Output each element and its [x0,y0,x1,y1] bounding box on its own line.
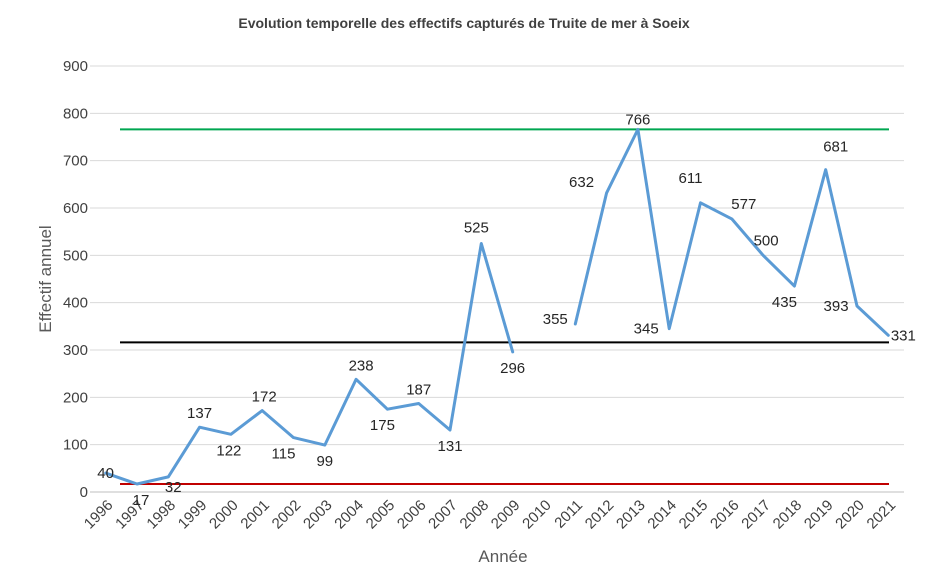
data-label: 525 [464,220,489,237]
data-label: 17 [133,492,150,509]
x-tick-label: 2000 [206,497,242,533]
y-tick-label: 700 [63,153,88,170]
data-label: 99 [316,453,333,470]
x-tick-label: 1999 [175,497,211,533]
chart-title: Evolution temporelle des effectifs captu… [238,15,689,31]
x-tick-label: 2006 [394,497,430,533]
x-tick-label: 2019 [801,497,837,533]
series [104,127,890,486]
data-label: 435 [772,294,797,311]
data-label: 355 [543,311,568,328]
x-tick-label: 2008 [457,497,493,533]
data-label: 175 [370,417,395,434]
data-label: 500 [754,232,779,249]
data-label: 115 [272,446,296,463]
y-tick-label: 0 [80,484,88,501]
x-tick-label: 2016 [707,497,743,533]
x-tick-label: 2012 [582,497,618,533]
data-label: 137 [187,405,212,422]
y-tick-label: 400 [63,295,88,312]
x-tick-label: 2004 [331,497,367,533]
x-tick-label: 2002 [269,497,305,533]
y-axis-ticks: 0 100 200 300 400 500 600 700 800 900 [63,58,88,501]
x-tick-label: 2007 [425,497,461,533]
y-tick-label: 500 [63,247,88,264]
reference-lines [120,128,889,485]
x-axis-title: Année [478,547,527,566]
y-tick-label: 900 [63,58,88,75]
x-tick-label: 2015 [676,497,712,533]
x-tick-label: 2009 [488,497,524,533]
data-label: 40 [97,465,114,482]
x-tick-label: 2021 [864,497,900,533]
data-label: 345 [634,321,659,338]
x-tick-label: 2003 [300,497,336,533]
x-tick-label: 2013 [613,497,649,533]
y-tick-label: 100 [63,437,88,454]
data-label: 131 [438,438,463,455]
data-label: 122 [216,442,241,459]
x-tick-label: 2018 [770,497,806,533]
x-tick-label: 2005 [363,497,399,533]
x-tick-label: 1996 [81,497,117,533]
x-tick-label: 2017 [738,497,774,533]
data-label: 238 [349,357,374,374]
y-tick-label: 800 [63,105,88,122]
x-tick-label: 2010 [519,497,555,533]
x-tick-label: 2020 [832,497,868,533]
x-tick-label: 2011 [551,497,586,532]
data-label: 632 [569,174,594,191]
data-label: 577 [731,196,756,213]
data-label: 32 [165,479,182,496]
data-labels: 40 17 32 137 122 172 115 99 238 175 187 131 525 296 35… [97,111,916,509]
data-label: 296 [500,360,525,377]
y-tick-label: 300 [63,342,88,359]
x-axis-ticks: 1996199719981999200020012002200320042005… [81,497,899,533]
y-axis-title: Effectif annuel [36,225,55,332]
data-label: 172 [252,389,277,406]
data-label: 187 [406,381,431,398]
data-label: 681 [823,139,848,156]
data-label: 393 [824,298,849,315]
data-label: 331 [891,327,916,344]
data-label: 766 [625,111,650,128]
y-tick-label: 600 [63,200,88,217]
y-tick-label: 200 [63,389,88,406]
x-tick-label: 2014 [644,497,680,533]
data-label: 611 [679,170,703,187]
series-line [104,127,890,486]
x-tick-label: 2001 [237,497,273,533]
